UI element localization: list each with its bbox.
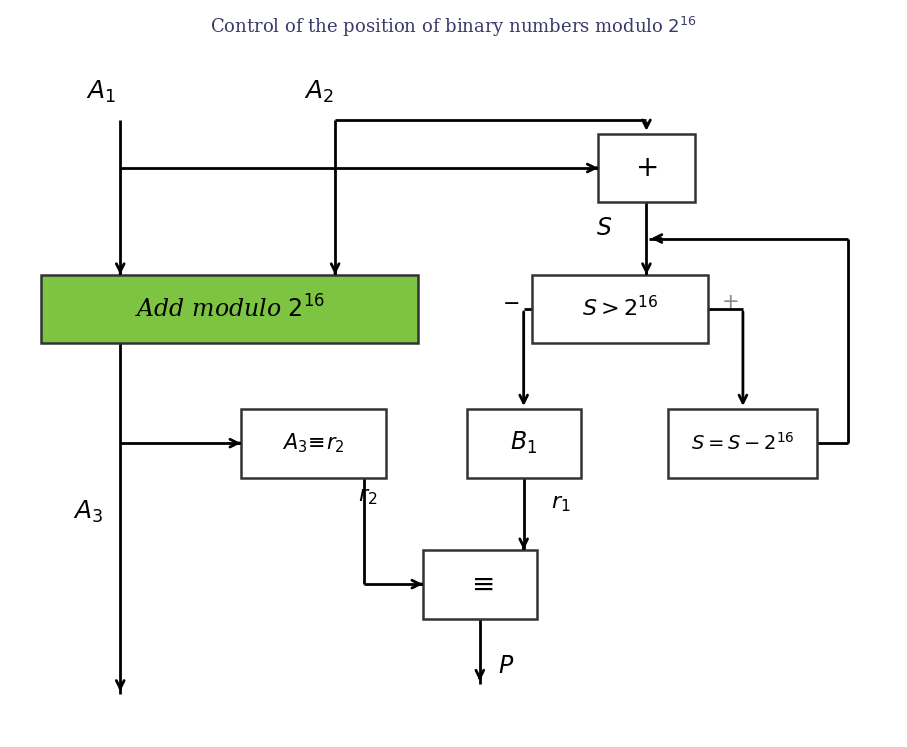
Text: $r_1$: $r_1$ <box>551 492 571 515</box>
Text: $r_2$: $r_2$ <box>358 486 377 507</box>
Text: Add modulo $2^{16}$: Add modulo $2^{16}$ <box>135 295 325 323</box>
FancyBboxPatch shape <box>241 409 385 477</box>
FancyBboxPatch shape <box>532 275 707 344</box>
FancyBboxPatch shape <box>599 134 695 202</box>
Text: $+$: $+$ <box>721 293 738 311</box>
FancyBboxPatch shape <box>668 409 817 477</box>
Text: $A_2$: $A_2$ <box>305 79 334 105</box>
Text: $A_1$: $A_1$ <box>86 79 116 105</box>
Text: $P$: $P$ <box>498 655 514 678</box>
Text: $S > 2^{16}$: $S > 2^{16}$ <box>581 297 658 322</box>
Text: $\equiv$: $\equiv$ <box>466 571 493 598</box>
Text: $S$: $S$ <box>596 217 612 240</box>
Text: $A_3$: $A_3$ <box>73 499 102 525</box>
Text: $A_3 \!\equiv\! r_2$: $A_3 \!\equiv\! r_2$ <box>282 431 345 455</box>
Title: Control of the position of binary numbers modulo $2^{16}$: Control of the position of binary number… <box>210 15 697 39</box>
FancyBboxPatch shape <box>42 275 418 344</box>
FancyBboxPatch shape <box>467 409 580 477</box>
FancyBboxPatch shape <box>423 550 537 619</box>
Text: $B_1$: $B_1$ <box>510 430 537 456</box>
Text: $+$: $+$ <box>635 155 658 182</box>
Text: $S{=}S - 2^{16}$: $S{=}S - 2^{16}$ <box>691 433 795 454</box>
Text: $-$: $-$ <box>502 293 519 311</box>
